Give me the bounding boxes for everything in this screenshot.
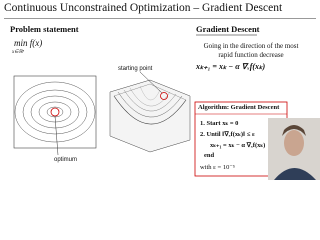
slide: Continuous Unconstrained Optimization – … xyxy=(4,2,320,180)
surface xyxy=(109,79,191,153)
algorithm-step: xₖ₊₁ = xₖ − α ∇ₓf(xₖ) xyxy=(210,142,266,149)
algorithm-step: end xyxy=(204,152,215,159)
section-heading: Problem statement xyxy=(10,24,79,34)
figure xyxy=(13,34,320,180)
algorithm-note: with ε = 10⁻⁵ xyxy=(200,164,236,171)
presenter-face xyxy=(284,130,304,156)
section-heading: Gradient Descent xyxy=(196,24,260,34)
presenter-shirt xyxy=(274,168,316,180)
algorithm-step: 1. Start xₖ = 0 xyxy=(200,120,239,127)
start-marker xyxy=(160,92,168,100)
algorithm-title: Algorithm: Gradient Descent xyxy=(198,104,280,111)
slide-title: Continuous Unconstrained Optimization – … xyxy=(4,2,283,14)
domain: x∈ℝⁿ xyxy=(12,50,25,55)
algorithm-step: 2. Until ‖∇ₓf(xₖ)‖ ≤ ε xyxy=(200,131,255,138)
divider xyxy=(4,18,316,19)
contours xyxy=(14,81,96,143)
arrow xyxy=(54,115,59,156)
contour-frame xyxy=(13,75,97,149)
update-rule: xₖ₊₁ = xₖ − α ∇ₓf(xₖ) xyxy=(196,62,266,71)
presenter-hair xyxy=(282,125,306,136)
annotation: starting point xyxy=(118,66,153,72)
objective: min f(x) xyxy=(14,38,43,48)
arrow xyxy=(139,71,163,94)
annotation: optimum xyxy=(54,157,78,163)
description: Going in the direction of the most rapid… xyxy=(203,42,299,59)
